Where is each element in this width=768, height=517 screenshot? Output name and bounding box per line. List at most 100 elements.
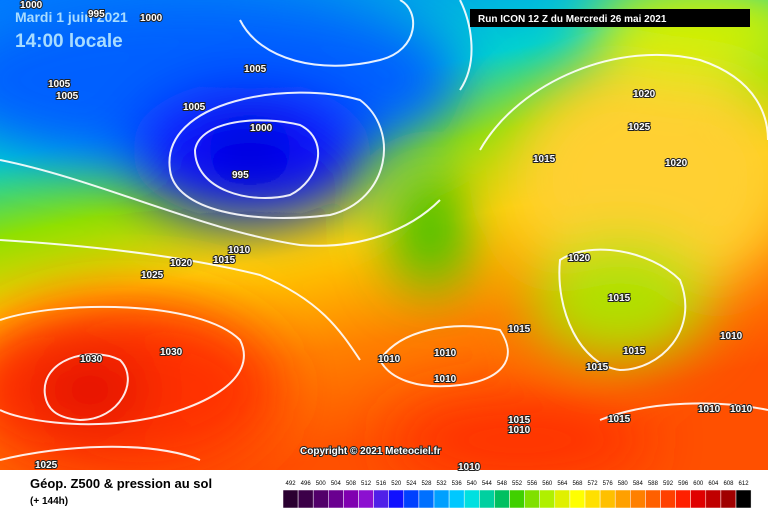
isobar-label: 1010 [720,331,743,342]
color-swatch [599,489,616,509]
scale-label: 604 [708,481,719,487]
color-swatch [524,489,540,509]
scale-label: 540 [467,481,478,487]
run-info: Run ICON 12 Z du Mercredi 26 mai 2021 [478,14,667,25]
scale-label: 520 [391,481,402,487]
scale-label: 504 [331,481,342,487]
scale-label: 568 [572,481,583,487]
scale-label: 584 [633,481,644,487]
color-swatch [509,489,525,509]
color-swatch [645,489,661,509]
color-scale: 492 496 500 504 508 512 516 520 524 528 532 536 540 5… [282,481,752,509]
color-swatch [705,489,722,509]
isobar-label: 1015 [623,346,646,357]
isobar-label: 1010 [508,425,531,436]
color-swatch [463,489,480,509]
isobar-label: 1020 [633,89,656,100]
color-swatch [343,489,359,509]
color-swatch [554,489,571,509]
isobar-label: 995 [88,9,105,20]
isobar-label: 1010 [434,374,457,385]
time: 14:00 locale [15,31,123,52]
color-swatch [312,489,329,509]
scale-label: 496 [301,481,312,487]
isobar-label: 1015 [213,255,236,266]
scale-label: 588 [648,481,659,487]
copyright: Copyright © 2021 Meteociel.fr [300,446,441,457]
scale-label: 592 [663,481,674,487]
scale-label: 556 [527,481,538,487]
isobar-label: 1010 [698,404,721,415]
scale-label: 572 [588,481,599,487]
scale-label: 524 [406,481,417,487]
color-swatch [690,489,707,509]
color-swatch [584,489,601,509]
color-swatch [735,489,752,509]
isobar-label: 1015 [608,414,631,425]
isobar-label: 1010 [458,462,481,473]
scale-label: 544 [482,481,493,487]
scale-label: 552 [512,481,523,487]
scale-label: 492 [286,481,297,487]
isobar-label: 1005 [56,91,79,102]
isobar-label: 1020 [170,258,193,269]
isobar-label: 1020 [568,253,591,264]
scale-label: 596 [678,481,689,487]
color-swatch [479,489,495,509]
scale-label: 576 [603,481,614,487]
scale-label: 548 [497,481,508,487]
isobar-label: 1015 [508,324,531,335]
isobar-label: 1015 [508,415,531,426]
scale-label: 532 [437,481,448,487]
isobar-label: 995 [232,170,249,181]
color-swatch [433,489,450,509]
date: Mardi 1 juin 2021 [15,9,128,25]
isobar-label: 1025 [628,122,651,133]
isobar-label: 1005 [183,102,206,113]
isobar-label: 1000 [250,123,273,134]
color-swatch [539,489,556,509]
color-swatch [388,489,405,509]
color-swatch [328,489,344,509]
isobar-label: 1010 [434,348,457,359]
scale-label: 516 [376,481,387,487]
scale-label: 536 [452,481,463,487]
isobar-label: 1015 [586,362,609,373]
scale-label: 500 [316,481,327,487]
isobar-label: 1025 [141,270,164,281]
isobar-label: 1030 [160,347,183,358]
legend-subtitle: (+ 144h) [30,496,68,507]
color-swatch [418,489,435,509]
isobar-label: 1010 [730,404,753,415]
isobar-label: 1010 [228,245,251,256]
color-swatch [494,489,510,509]
scale-label: 528 [421,481,432,487]
legend-title: Géop. Z500 & pression au sol [30,476,212,491]
scale-label: 512 [361,481,372,487]
color-swatch [675,489,691,509]
color-swatch [373,489,389,509]
isobar-label: 1025 [35,460,58,471]
scale-label: 612 [739,481,750,487]
color-swatch [448,489,465,509]
isobar-label: 1015 [608,293,631,304]
isobar-label: 1005 [48,79,71,90]
color-swatch [569,489,586,509]
color-swatch [282,489,299,509]
scale-label: 608 [723,481,734,487]
isobar-label: 1030 [80,354,103,365]
color-swatch [660,489,676,509]
scale-label: 560 [542,481,553,487]
color-swatch [630,489,646,509]
color-swatch [297,489,314,509]
isobar-label: 1020 [665,158,688,169]
scale-label: 564 [557,481,568,487]
color-swatch [403,489,420,509]
run-banner [470,9,750,27]
scale-label: 580 [618,481,629,487]
color-swatch [720,489,737,509]
color-swatch [614,489,631,509]
isobar-label: 1010 [378,354,401,365]
isobar-label: 1000 [20,0,43,11]
scale-label: 508 [346,481,357,487]
